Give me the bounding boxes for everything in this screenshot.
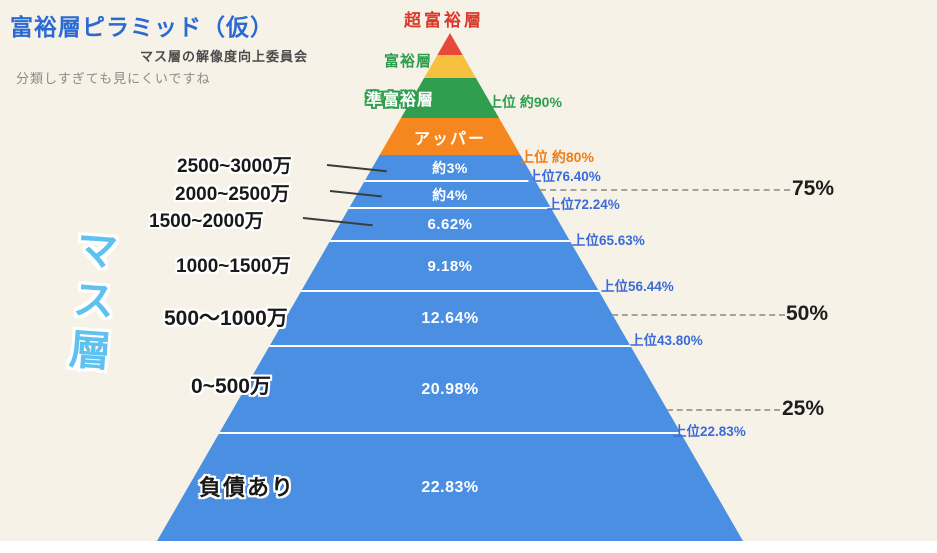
wealthy-label: 富裕層 <box>384 53 433 70</box>
cumulative-label-72: 上位72.24% <box>547 197 620 212</box>
share-value: 6.62% <box>427 216 473 233</box>
pyramid-layer-debt: 22.83% <box>157 432 743 541</box>
income-range-label-debt: 負債あり <box>199 475 296 500</box>
percentile-label-75: 75% <box>792 177 835 200</box>
percentile-dash-75 <box>540 189 790 191</box>
pyramid-layer-upper: アッパー <box>157 118 743 155</box>
bottom-white-strip <box>0 541 937 553</box>
cumulative-label-90: 上位 約90% <box>488 94 562 110</box>
share-value: 12.64% <box>421 309 479 327</box>
mass-layer-side-label: マス層 <box>61 226 120 380</box>
cumulative-label-43: 上位43.80% <box>630 333 703 348</box>
note-text: 分類しすぎても見にくいですね <box>16 71 211 86</box>
cumulative-label-80: 上位 約80% <box>520 149 594 165</box>
share-value: 22.83% <box>421 478 479 496</box>
share-value: 20.98% <box>421 380 479 398</box>
share-value: 9.18% <box>427 257 473 275</box>
cumulative-label-22: 上位22.83% <box>673 424 746 439</box>
income-range-label-2000-2500: 2000~2500万 <box>175 184 290 205</box>
cumulative-label-56: 上位56.44% <box>601 279 674 294</box>
income-range-label-1000-1500: 1000~1500万 <box>176 256 291 277</box>
page-title: 富裕層ピラミッド（仮） <box>10 14 274 40</box>
pyramid-layer-semi-wealthy <box>157 78 743 118</box>
percentile-dash-25 <box>667 409 780 411</box>
cumulative-label-76: 上位76.40% <box>528 169 601 184</box>
percentile-label-50: 50% <box>786 302 829 325</box>
share-value: 約3% <box>432 159 468 176</box>
ultra-wealthy-label: 超富裕層 <box>404 11 484 30</box>
semi-wealthy-label: 準富裕層 <box>366 92 435 109</box>
income-range-label-0-500: 0~500万 <box>191 375 271 398</box>
upper-layer-label: アッパー <box>413 130 486 148</box>
cumulative-label-65: 上位65.63% <box>572 233 645 248</box>
share-value: 約4% <box>432 186 468 203</box>
percentile-label-25: 25% <box>782 397 825 420</box>
income-range-label-2500-3000: 2500~3000万 <box>177 156 292 177</box>
income-range-label-1500-2000: 1500~2000万 <box>149 211 264 232</box>
subtitle: マス層の解像度向上委員会 <box>140 49 309 64</box>
percentile-dash-50 <box>612 314 785 316</box>
income-range-label-500-1000: 500～1000万 <box>164 307 288 330</box>
